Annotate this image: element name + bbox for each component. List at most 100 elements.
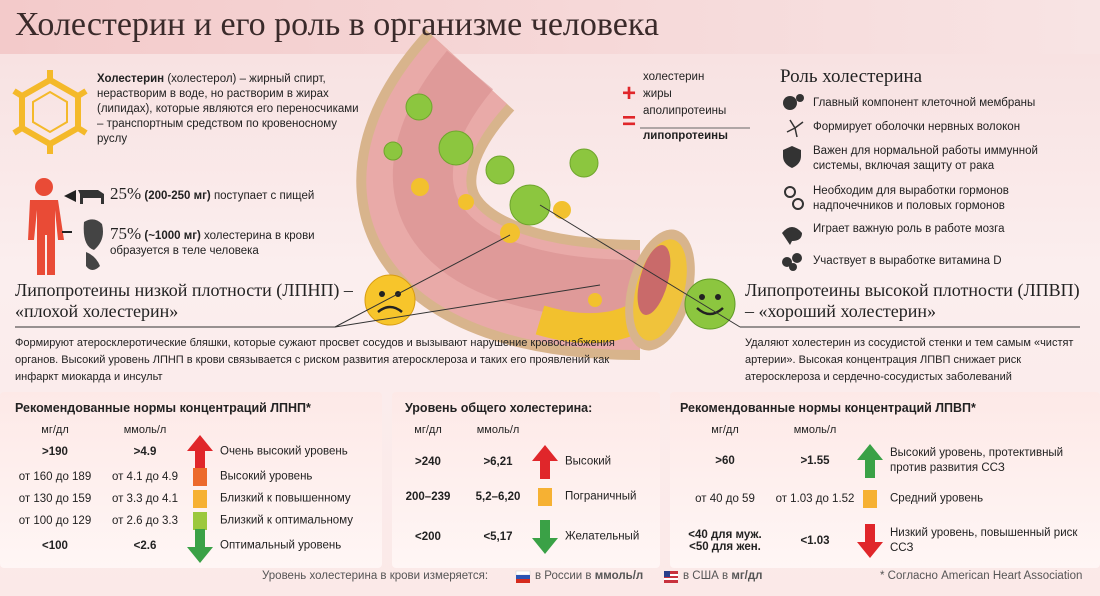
source-percent: 25% xyxy=(110,184,142,203)
table-header: мг/дл xyxy=(41,424,69,436)
table-header: ммоль/л xyxy=(793,424,837,436)
level-label: Высокий xyxy=(565,455,612,468)
table-cell: >6,21 xyxy=(483,456,513,468)
footer-text: Уровень холестерина в крови измеряется: xyxy=(262,570,489,582)
table-title: Уровень общего холестерина: xyxy=(405,401,593,415)
table-cell: от 4.1 до 4.9 xyxy=(111,471,179,483)
level-label: Близкий к повышенному xyxy=(220,492,351,505)
table-header: мг/дл xyxy=(711,424,739,436)
person-icon xyxy=(28,178,64,275)
intro: Холестерин (холестерол) – жирный спирт, … xyxy=(97,72,367,147)
table-cell: от 100 до 129 xyxy=(18,515,92,527)
ldl-text: Формируют атеросклеротические бляшки, ко… xyxy=(15,337,615,383)
level-label: Желательный xyxy=(565,530,640,543)
level-label: Средний уровень xyxy=(890,492,984,505)
footer-russia: в России в xyxy=(535,570,592,582)
level-indicator xyxy=(857,444,883,478)
flag-ru xyxy=(515,570,531,583)
source: 75% (~1000 мг) холестерина в крови образ… xyxy=(110,224,360,259)
table-cell: <100 xyxy=(42,540,68,552)
level-indicator xyxy=(193,490,207,508)
role-item: Играет важную роль в работе мозга xyxy=(813,223,1005,235)
footer-russia-unit: ммоль/л xyxy=(594,570,644,582)
table-cell: от 160 до 189 xyxy=(18,471,92,483)
source-text: поступает с пищей xyxy=(213,190,315,202)
intro-text: (холестерол) – жирный спирт, нерастворим… xyxy=(97,73,359,145)
formula-plus: + xyxy=(622,80,637,107)
level-indicator xyxy=(187,529,213,563)
table-cell: >1.55 xyxy=(800,455,830,467)
table-cell: >190 xyxy=(42,446,68,458)
title: Холестерин и его роль в организме челове… xyxy=(15,6,659,43)
flag-us xyxy=(664,571,678,583)
role-item: Формирует оболочки нервных волокон xyxy=(813,121,1021,133)
hdl-text: Удаляют холестерин из сосудистой стенки … xyxy=(745,337,1074,383)
level-indicator xyxy=(863,490,877,508)
formula-item: жиры xyxy=(643,88,672,100)
table-cell: 200–239 xyxy=(405,491,451,503)
role-item: Участвует в выработке витамина D xyxy=(813,255,1002,267)
role-item: Важен для нормальной работы иммунной сис… xyxy=(813,145,1038,172)
artery xyxy=(356,29,695,360)
footer-ru: в России в ммоль/л xyxy=(535,570,643,582)
level-indicator xyxy=(857,524,883,558)
level-indicator xyxy=(193,512,207,530)
level-indicator xyxy=(193,468,207,486)
table-cell: от 2.6 до 3.3 xyxy=(111,515,179,527)
table-header: мг/дл xyxy=(414,424,442,436)
intro-term: Холестерин xyxy=(97,73,165,85)
formula-result: липопротеины xyxy=(643,130,728,142)
level-label: Высокий уровень xyxy=(220,470,313,483)
role-item: Главный компонент клеточной мембраны xyxy=(813,97,1036,109)
footer-usa: в США в xyxy=(683,570,729,582)
table-cell: <40 для муж. <50 для жен. xyxy=(688,529,762,553)
level-indicator xyxy=(187,435,213,469)
table-cell: от 130 до 159 xyxy=(18,493,92,505)
source-text: холестерина в крови образуется в теле че… xyxy=(110,230,315,257)
formula-item: аполипротеины xyxy=(643,105,727,117)
level-indicator xyxy=(532,445,558,479)
panel xyxy=(392,392,660,568)
table-cell: <200 xyxy=(415,531,441,543)
level-label: Высокий уровень, протективный против раз… xyxy=(890,447,1064,474)
level-indicator xyxy=(532,520,558,554)
level-label: Очень высокий уровень xyxy=(220,445,348,458)
arrow-icon xyxy=(64,190,76,202)
happy-face xyxy=(684,278,736,330)
level-label: Низкий уровень, повышенный риск ССЗ xyxy=(890,527,1078,554)
footer-us: в США в мг/дл xyxy=(683,570,762,582)
table-cell: >60 xyxy=(715,455,735,467)
table-header: ммоль/л xyxy=(123,424,167,436)
table-cell: >4.9 xyxy=(133,446,157,458)
cow-icon xyxy=(78,190,104,204)
source-amount: (~1000 мг) xyxy=(144,230,201,242)
formula-equals: = xyxy=(622,108,637,135)
source: 25% (200-250 мг) поступает с пищей xyxy=(110,184,350,204)
organs-icon xyxy=(83,219,103,270)
panel xyxy=(0,392,382,568)
table-cell: от 1.03 до 1.52 xyxy=(775,493,855,505)
footer-usa-unit: мг/дл xyxy=(731,570,763,582)
level-indicator xyxy=(538,488,552,506)
table-title: Рекомендованные нормы концентраций ЛПНП* xyxy=(15,401,311,415)
table-cell: <2.6 xyxy=(133,540,157,552)
role-icons xyxy=(782,94,804,271)
table-cell: от 40 до 59 xyxy=(695,493,755,505)
panel xyxy=(670,392,1100,568)
table-cell: <1.03 xyxy=(800,535,830,547)
level-label: Близкий к оптимальному xyxy=(220,514,353,527)
footer: Уровень холестерина в крови измеряется: xyxy=(262,570,488,582)
footer-note: * Согласно American Heart Association xyxy=(880,570,1083,582)
title-bar xyxy=(0,0,1100,54)
pointer-lines xyxy=(15,127,1080,328)
sad-face xyxy=(364,274,416,326)
source-amount: (200-250 мг) xyxy=(144,190,211,202)
source-percent: 75% xyxy=(110,224,142,243)
table-cell: >240 xyxy=(415,456,441,468)
level-label: Пограничный xyxy=(565,490,637,503)
table-cell: от 3.3 до 4.1 xyxy=(111,493,179,505)
table-title: Рекомендованные нормы концентраций ЛПВП* xyxy=(680,401,976,415)
level-label: Оптимальный уровень xyxy=(220,539,342,552)
